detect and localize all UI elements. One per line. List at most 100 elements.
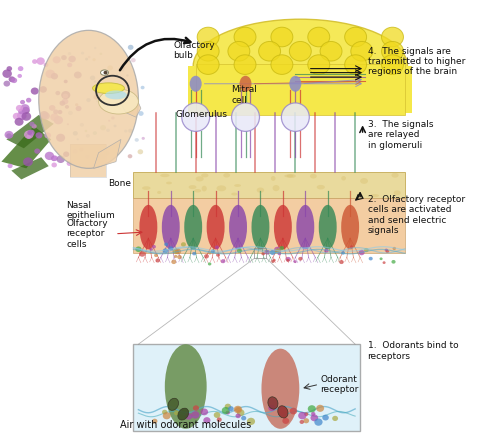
Ellipse shape: [317, 185, 325, 190]
Text: Air with odorant molecules: Air with odorant molecules: [120, 420, 252, 430]
Circle shape: [128, 45, 134, 50]
Circle shape: [121, 69, 124, 72]
Circle shape: [94, 95, 99, 100]
Circle shape: [345, 27, 367, 47]
Ellipse shape: [105, 90, 127, 99]
Circle shape: [224, 404, 231, 409]
Circle shape: [234, 55, 256, 74]
Ellipse shape: [201, 173, 208, 177]
Circle shape: [177, 255, 182, 259]
Circle shape: [211, 250, 215, 253]
Ellipse shape: [391, 173, 399, 178]
Text: Odorant
receptor: Odorant receptor: [320, 375, 359, 394]
Ellipse shape: [370, 194, 379, 197]
Ellipse shape: [262, 349, 299, 429]
Circle shape: [185, 413, 192, 420]
Circle shape: [67, 123, 69, 125]
Circle shape: [385, 249, 388, 252]
Circle shape: [131, 58, 136, 62]
Circle shape: [45, 133, 51, 138]
Circle shape: [56, 134, 65, 142]
Bar: [196, 64, 405, 115]
Circle shape: [128, 154, 132, 158]
Text: 3.  The signals
are relayed
in glomeruli: 3. The signals are relayed in glomeruli: [368, 120, 433, 150]
Circle shape: [332, 416, 338, 421]
Circle shape: [138, 149, 143, 154]
Circle shape: [351, 42, 373, 61]
Circle shape: [197, 27, 219, 47]
Ellipse shape: [341, 205, 359, 250]
Circle shape: [308, 55, 330, 74]
Circle shape: [308, 27, 330, 47]
Ellipse shape: [239, 76, 252, 92]
Circle shape: [286, 257, 291, 261]
Circle shape: [51, 73, 58, 79]
Ellipse shape: [257, 188, 264, 193]
Ellipse shape: [184, 205, 202, 250]
Circle shape: [51, 155, 57, 161]
Circle shape: [300, 420, 304, 424]
Circle shape: [61, 55, 67, 60]
Circle shape: [382, 42, 403, 61]
Circle shape: [96, 84, 102, 89]
Ellipse shape: [162, 205, 180, 250]
Circle shape: [303, 418, 309, 423]
Circle shape: [6, 134, 12, 138]
Ellipse shape: [160, 174, 169, 177]
Circle shape: [308, 405, 316, 413]
Ellipse shape: [319, 205, 337, 250]
Circle shape: [228, 42, 250, 61]
Circle shape: [109, 85, 114, 90]
Circle shape: [23, 157, 33, 166]
Circle shape: [22, 107, 30, 114]
Circle shape: [132, 104, 136, 108]
Circle shape: [31, 87, 39, 95]
Circle shape: [9, 76, 15, 82]
Polygon shape: [94, 139, 121, 168]
Ellipse shape: [360, 178, 368, 184]
Circle shape: [40, 111, 49, 119]
Circle shape: [58, 110, 62, 114]
Circle shape: [391, 260, 396, 264]
Circle shape: [107, 65, 113, 70]
Circle shape: [386, 250, 389, 253]
Circle shape: [274, 247, 281, 253]
Circle shape: [369, 257, 373, 260]
Circle shape: [265, 250, 270, 254]
Ellipse shape: [193, 19, 407, 113]
Polygon shape: [118, 93, 141, 117]
Ellipse shape: [229, 205, 247, 250]
Circle shape: [80, 123, 84, 127]
Circle shape: [5, 131, 14, 139]
Circle shape: [175, 249, 181, 254]
Circle shape: [65, 105, 69, 109]
Ellipse shape: [278, 406, 288, 418]
Circle shape: [100, 125, 106, 130]
Circle shape: [13, 113, 21, 120]
Circle shape: [34, 148, 40, 154]
Circle shape: [173, 249, 179, 254]
Circle shape: [42, 112, 50, 120]
Circle shape: [32, 59, 37, 64]
Circle shape: [111, 116, 115, 120]
Circle shape: [204, 254, 209, 258]
Circle shape: [57, 155, 65, 163]
Circle shape: [60, 101, 65, 106]
Bar: [133, 344, 360, 431]
Circle shape: [215, 246, 219, 249]
Circle shape: [63, 151, 69, 157]
Circle shape: [181, 242, 186, 247]
Circle shape: [124, 129, 127, 133]
Text: 2.  Olfactory receptor
cells are activated
and send electric
signals: 2. Olfactory receptor cells are activate…: [368, 195, 465, 235]
Circle shape: [294, 260, 297, 263]
Circle shape: [152, 419, 157, 423]
Circle shape: [314, 418, 323, 426]
Circle shape: [53, 109, 59, 114]
Ellipse shape: [394, 190, 401, 195]
Circle shape: [24, 130, 34, 139]
Circle shape: [22, 112, 31, 121]
Circle shape: [97, 92, 100, 95]
Ellipse shape: [282, 103, 309, 131]
Circle shape: [26, 98, 32, 103]
Ellipse shape: [252, 205, 270, 250]
